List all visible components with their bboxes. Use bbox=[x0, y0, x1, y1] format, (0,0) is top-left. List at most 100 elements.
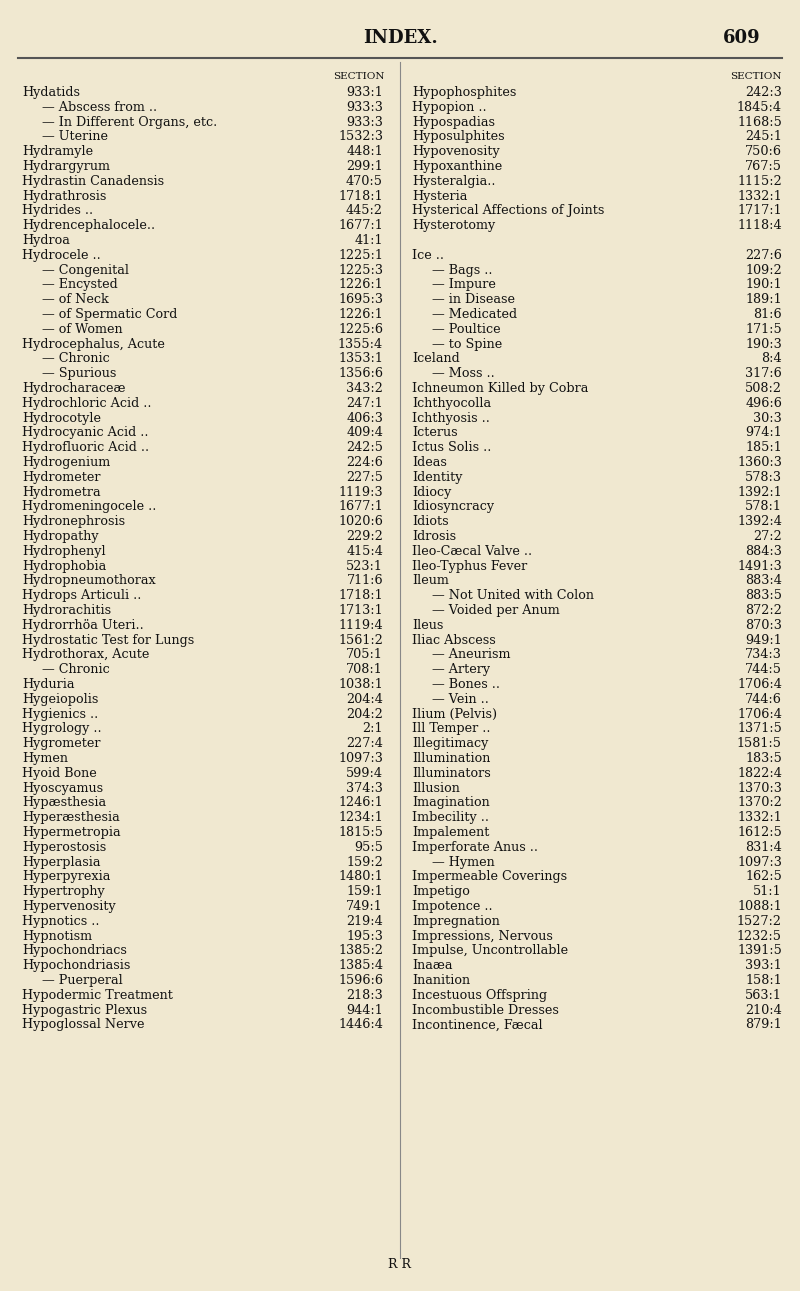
Text: Idiosyncracy: Idiosyncracy bbox=[412, 501, 494, 514]
Text: — Artery: — Artery bbox=[432, 664, 490, 676]
Text: 227:4: 227:4 bbox=[346, 737, 383, 750]
Text: — Moss ..: — Moss .. bbox=[432, 367, 494, 381]
Text: — Chronic: — Chronic bbox=[42, 352, 110, 365]
Text: Incombustible Dresses: Incombustible Dresses bbox=[412, 1003, 559, 1016]
Text: Illuminators: Illuminators bbox=[412, 767, 490, 780]
Text: Hydropneumothorax: Hydropneumothorax bbox=[22, 574, 156, 587]
Text: 1706:4: 1706:4 bbox=[737, 707, 782, 720]
Text: — Impure: — Impure bbox=[432, 279, 496, 292]
Text: 1115:2: 1115:2 bbox=[738, 174, 782, 187]
Text: Ileus: Ileus bbox=[412, 618, 443, 631]
Text: Hypermetropia: Hypermetropia bbox=[22, 826, 121, 839]
Text: 242:3: 242:3 bbox=[745, 86, 782, 99]
Text: SECTION: SECTION bbox=[730, 72, 782, 81]
Text: Hypervenosity: Hypervenosity bbox=[22, 900, 116, 913]
Text: Illumination: Illumination bbox=[412, 751, 490, 766]
Text: 162:5: 162:5 bbox=[745, 870, 782, 883]
Text: 95:5: 95:5 bbox=[354, 840, 383, 853]
Text: Hypovenosity: Hypovenosity bbox=[412, 145, 500, 159]
Text: Ideas: Ideas bbox=[412, 456, 447, 469]
Text: 1097:3: 1097:3 bbox=[737, 856, 782, 869]
Text: Hyduria: Hyduria bbox=[22, 678, 74, 691]
Text: Hydrometra: Hydrometra bbox=[22, 485, 101, 498]
Text: Identity: Identity bbox=[412, 471, 462, 484]
Text: Impulse, Uncontrollable: Impulse, Uncontrollable bbox=[412, 945, 568, 958]
Text: Idrosis: Idrosis bbox=[412, 531, 456, 544]
Text: — Abscess from ..: — Abscess from .. bbox=[42, 101, 157, 114]
Text: 109:2: 109:2 bbox=[746, 263, 782, 276]
Text: — Not United with Colon: — Not United with Colon bbox=[432, 589, 594, 602]
Text: Icterus: Icterus bbox=[412, 426, 458, 439]
Text: 508:2: 508:2 bbox=[745, 382, 782, 395]
Text: Hydrocotyle: Hydrocotyle bbox=[22, 412, 101, 425]
Text: 1391:5: 1391:5 bbox=[737, 945, 782, 958]
Text: Iliac Abscess: Iliac Abscess bbox=[412, 634, 496, 647]
Text: 245:1: 245:1 bbox=[745, 130, 782, 143]
Text: Hyperpyrexia: Hyperpyrexia bbox=[22, 870, 110, 883]
Text: 210:4: 210:4 bbox=[746, 1003, 782, 1016]
Text: 1088:1: 1088:1 bbox=[738, 900, 782, 913]
Text: 1596:6: 1596:6 bbox=[338, 973, 383, 988]
Text: Hydrocharaceæ: Hydrocharaceæ bbox=[22, 382, 126, 395]
Text: 409:4: 409:4 bbox=[346, 426, 383, 439]
Text: Incontinence, Fæcal: Incontinence, Fæcal bbox=[412, 1019, 542, 1032]
Text: 883:4: 883:4 bbox=[745, 574, 782, 587]
Text: — Hymen: — Hymen bbox=[432, 856, 494, 869]
Text: Hydramyle: Hydramyle bbox=[22, 145, 93, 159]
Text: 183:5: 183:5 bbox=[745, 751, 782, 766]
Text: — Poultice: — Poultice bbox=[432, 323, 501, 336]
Text: 1118:4: 1118:4 bbox=[738, 219, 782, 232]
Text: 218:3: 218:3 bbox=[346, 989, 383, 1002]
Text: — Voided per Anum: — Voided per Anum bbox=[432, 604, 560, 617]
Text: 1020:6: 1020:6 bbox=[338, 515, 383, 528]
Text: Hygrometer: Hygrometer bbox=[22, 737, 101, 750]
Text: 1392:4: 1392:4 bbox=[737, 515, 782, 528]
Text: 1038:1: 1038:1 bbox=[338, 678, 383, 691]
Text: Imbecility ..: Imbecility .. bbox=[412, 811, 489, 824]
Text: 1491:3: 1491:3 bbox=[738, 559, 782, 573]
Text: Inaæa: Inaæa bbox=[412, 959, 453, 972]
Text: 1370:3: 1370:3 bbox=[737, 781, 782, 794]
Text: 242:5: 242:5 bbox=[346, 442, 383, 454]
Text: 227:6: 227:6 bbox=[745, 249, 782, 262]
Text: Hypophosphites: Hypophosphites bbox=[412, 86, 516, 99]
Text: 41:1: 41:1 bbox=[354, 234, 383, 247]
Text: 599:4: 599:4 bbox=[346, 767, 383, 780]
Text: 1225:1: 1225:1 bbox=[338, 249, 383, 262]
Text: Hydroa: Hydroa bbox=[22, 234, 70, 247]
Text: 1527:2: 1527:2 bbox=[737, 915, 782, 928]
Text: 563:1: 563:1 bbox=[745, 989, 782, 1002]
Text: Hydrorrhöa Uteri..: Hydrorrhöa Uteri.. bbox=[22, 618, 144, 631]
Text: — of Women: — of Women bbox=[42, 323, 122, 336]
Text: Hydrargyrum: Hydrargyrum bbox=[22, 160, 110, 173]
Text: 1168:5: 1168:5 bbox=[737, 116, 782, 129]
Text: 219:4: 219:4 bbox=[346, 915, 383, 928]
Text: 1353:1: 1353:1 bbox=[338, 352, 383, 365]
Text: Impermeable Coverings: Impermeable Coverings bbox=[412, 870, 567, 883]
Text: 883:5: 883:5 bbox=[745, 589, 782, 602]
Text: Hypoglossal Nerve: Hypoglossal Nerve bbox=[22, 1019, 145, 1032]
Text: — to Spine: — to Spine bbox=[432, 338, 502, 351]
Text: 81:6: 81:6 bbox=[754, 309, 782, 321]
Text: — In Different Organs, etc.: — In Different Organs, etc. bbox=[42, 116, 218, 129]
Text: Hypochondriasis: Hypochondriasis bbox=[22, 959, 130, 972]
Text: Hysteralgia..: Hysteralgia.. bbox=[412, 174, 495, 187]
Text: 1355:4: 1355:4 bbox=[338, 338, 383, 351]
Text: — Uterine: — Uterine bbox=[42, 130, 108, 143]
Text: Idiocy: Idiocy bbox=[412, 485, 451, 498]
Text: 224:6: 224:6 bbox=[346, 456, 383, 469]
Text: — Chronic: — Chronic bbox=[42, 664, 110, 676]
Text: — Vein ..: — Vein .. bbox=[432, 693, 489, 706]
Text: Ichneumon Killed by Cobra: Ichneumon Killed by Cobra bbox=[412, 382, 588, 395]
Text: 609: 609 bbox=[722, 28, 760, 46]
Text: 171:5: 171:5 bbox=[746, 323, 782, 336]
Text: Hydrathrosis: Hydrathrosis bbox=[22, 190, 106, 203]
Text: 949:1: 949:1 bbox=[746, 634, 782, 647]
Text: 933:1: 933:1 bbox=[346, 86, 383, 99]
Text: 1581:5: 1581:5 bbox=[737, 737, 782, 750]
Text: 1718:1: 1718:1 bbox=[338, 589, 383, 602]
Text: Hysterotomy: Hysterotomy bbox=[412, 219, 495, 232]
Text: 1226:1: 1226:1 bbox=[338, 279, 383, 292]
Text: Hypochondriacs: Hypochondriacs bbox=[22, 945, 127, 958]
Text: 1717:1: 1717:1 bbox=[738, 204, 782, 217]
